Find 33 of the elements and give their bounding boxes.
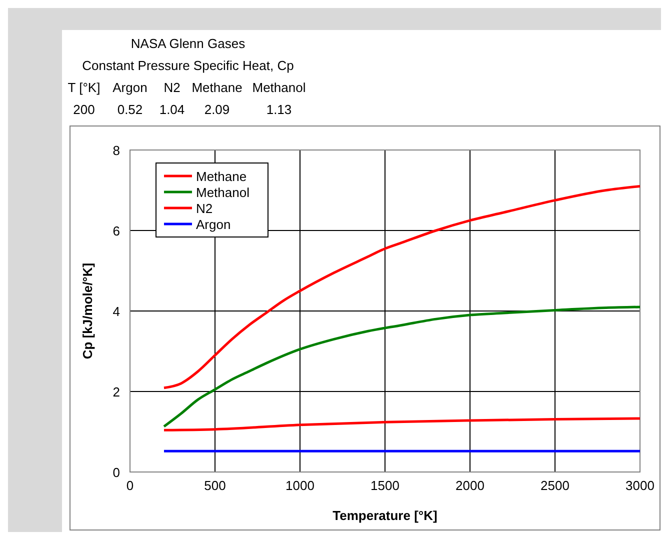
x-axis-title: Temperature [°K]	[332, 508, 438, 523]
text: 1.13	[266, 102, 292, 117]
text: 2.09	[204, 102, 230, 117]
line-series	[162, 306, 642, 428]
x-tick-label: 1000	[286, 478, 314, 493]
text: T [°K]	[68, 80, 100, 95]
x-tick-label: 500	[204, 478, 226, 493]
legend-label: N2	[196, 201, 213, 216]
text: Methane	[192, 80, 242, 95]
text: 1.04	[159, 102, 185, 117]
legend-label: Methane	[196, 169, 247, 184]
line-series	[162, 417, 642, 432]
text: Methanol	[252, 80, 306, 95]
x-tick-label: 3000	[626, 478, 654, 493]
text: 200	[73, 102, 95, 117]
legend-label: Argon	[196, 217, 231, 232]
y-tick-label: 6	[112, 224, 120, 238]
text: 0.52	[117, 102, 143, 117]
chart-title: NASA Glenn Gases	[130, 36, 246, 51]
x-tick-label: 2500	[540, 478, 570, 493]
x-tick-label: 0	[126, 478, 134, 493]
y-tick-label: 0	[112, 465, 120, 480]
y-tick-label: 8	[112, 143, 120, 158]
line-series	[162, 184, 642, 390]
x-tick-label: 1500	[370, 478, 400, 493]
chart-subtitle: Constant Pressure Specific Heat, Cp	[82, 58, 294, 73]
y-tick-label: 4	[112, 304, 120, 319]
y-tick-label: 2	[112, 384, 120, 400]
y-axis-title: Cp [kJ/mole/°K]	[80, 262, 95, 360]
text: Argon	[112, 80, 148, 95]
x-tick-label: 2000	[456, 478, 484, 493]
legend-label: Methanol	[196, 185, 250, 200]
text: N2	[164, 80, 180, 95]
